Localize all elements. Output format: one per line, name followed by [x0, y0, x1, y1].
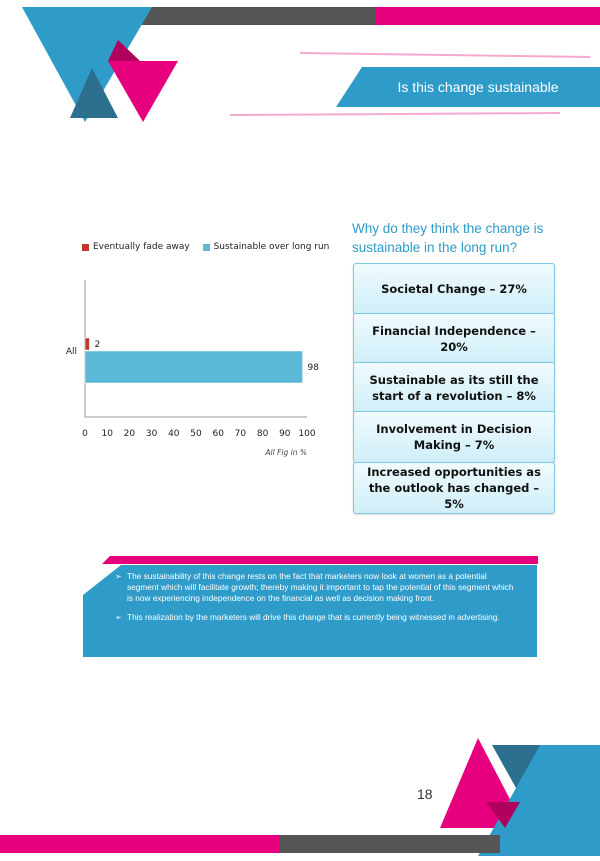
header-top-pink-line	[299, 52, 591, 58]
legend-label-sustainable: Sustainable over long run	[213, 242, 330, 252]
footer-small-magenta-triangle	[486, 802, 520, 828]
page-number: 18	[417, 786, 433, 802]
x-tick-label: 60	[212, 429, 224, 439]
header-blue-triangle	[22, 7, 152, 122]
footer-blue-triangle	[478, 745, 600, 856]
summary-point-text: The sustainability of this change rests …	[127, 571, 514, 603]
legend-item-sustainable: Sustainable over long run	[202, 242, 330, 252]
header-magenta-triangle	[108, 61, 178, 122]
legend-swatch-sustainable	[202, 243, 210, 251]
header-bottom-pink-line	[229, 112, 561, 116]
bar-eventually-fade-away	[84, 337, 90, 351]
reasons-title: Why do they think the change is sustaina…	[352, 221, 544, 255]
reason-box: Societal Change – 27%	[353, 263, 555, 315]
summary-list: ➢ The sustainability of this change rest…	[115, 571, 515, 631]
header-darkblue-triangle	[70, 68, 118, 118]
header-decoration	[22, 7, 600, 122]
x-tick-label: 70	[235, 429, 247, 439]
x-tick-label: 20	[124, 429, 136, 439]
x-tick-label: 30	[146, 429, 158, 439]
summary-point-text: This realization by the marketers will d…	[127, 612, 500, 622]
bar-chart: All 2 98 0 10 20 30 40 50 60 70 80 90 100 All Fig i…	[66, 280, 320, 457]
summary-point: ➢ This realization by the marketers will…	[115, 612, 515, 623]
chart-note: All Fig in %	[264, 448, 307, 457]
x-tick-label: 10	[101, 429, 113, 439]
reason-box: Involvement in Decision Making – 7%	[353, 411, 555, 463]
data-label: 98	[308, 363, 320, 373]
reason-box: Increased opportunities as the outlook h…	[353, 462, 555, 514]
title-banner	[336, 67, 600, 107]
chart-legend: Eventually fade away Sustainable over lo…	[82, 242, 339, 254]
legend-item-fade: Eventually fade away	[82, 242, 190, 252]
bar-sustainable-over-long-run	[84, 350, 303, 384]
x-tick-label: 100	[298, 429, 315, 439]
x-tick-label: 80	[257, 429, 269, 439]
header-magenta-bar	[376, 7, 600, 25]
footer-magenta-bar	[0, 835, 280, 853]
header-gray-bar	[130, 7, 380, 25]
legend-swatch-fade	[82, 243, 89, 251]
footer-decoration	[0, 738, 600, 856]
reason-box: Financial Independence – 20%	[353, 313, 555, 365]
summary-point: ➢ The sustainability of this change rest…	[115, 571, 515, 604]
x-tick-label: 40	[168, 429, 180, 439]
summary-box	[83, 565, 537, 657]
summary-magenta-strip	[102, 556, 538, 564]
data-label: 2	[94, 340, 100, 350]
header-small-magenta-triangle	[108, 40, 140, 61]
page-title: Is this change sustainable	[397, 79, 559, 95]
legend-label-fade: Eventually fade away	[93, 242, 190, 252]
chart-category-label: All	[66, 347, 77, 357]
x-tick-label: 90	[279, 429, 291, 439]
bullet-arrow-icon: ➢	[115, 572, 122, 581]
bullet-arrow-icon: ➢	[115, 613, 122, 622]
footer-gray-bar	[280, 835, 500, 853]
x-tick-label: 50	[190, 429, 202, 439]
reason-box: Sustainable as its still the start of a …	[353, 362, 555, 414]
x-tick-label: 0	[82, 429, 88, 439]
